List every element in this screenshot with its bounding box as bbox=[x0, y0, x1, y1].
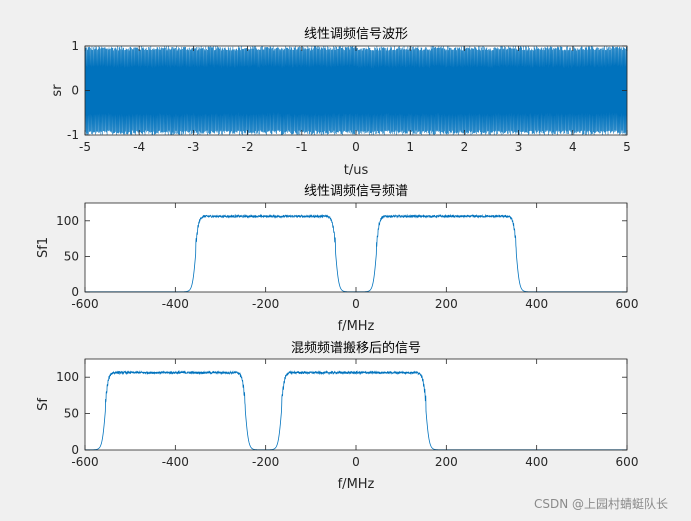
y-axis-label: sr bbox=[50, 84, 65, 97]
subplot-title: 线性调频信号波形 bbox=[304, 27, 408, 42]
subplot-title: 线性调频信号频谱 bbox=[304, 184, 408, 199]
y-tick-label: 1 bbox=[71, 39, 79, 53]
x-tick-label: -400 bbox=[162, 455, 189, 469]
x-tick-label: 1 bbox=[406, 140, 414, 154]
watermark-text: CSDN @上园村蜻蜓队长 bbox=[534, 496, 668, 511]
subplot-3: -600 -400 -200 0 200 400 600 0 50 100 混频频谱搬移后的信号 f/… bbox=[36, 340, 638, 492]
x-tick-label: 4 bbox=[569, 140, 577, 154]
y-axis-label: Sf bbox=[36, 398, 51, 411]
x-tick-label: 400 bbox=[525, 455, 548, 469]
y-tick-label: 0 bbox=[71, 443, 79, 457]
y-tick-label: -1 bbox=[67, 128, 79, 142]
x-axis-label: f/MHz bbox=[338, 319, 375, 334]
subplot-title: 混频频谱搬移后的信号 bbox=[291, 340, 421, 356]
x-tick-label: -1 bbox=[296, 140, 308, 154]
x-tick-label: 3 bbox=[515, 140, 523, 154]
x-tick-label: 2 bbox=[461, 140, 469, 154]
y-tick-label: 0 bbox=[71, 84, 79, 98]
y-axis-label: Sf1 bbox=[36, 237, 51, 258]
plot-area bbox=[85, 203, 627, 292]
x-tick-label: -200 bbox=[252, 455, 279, 469]
x-tick-label: 0 bbox=[352, 455, 360, 469]
x-tick-label: 0 bbox=[352, 297, 360, 311]
x-tick-label: -5 bbox=[79, 140, 91, 154]
x-tick-label: -600 bbox=[71, 297, 98, 311]
x-tick-label: 0 bbox=[352, 140, 360, 154]
y-tick-label: 100 bbox=[56, 370, 79, 384]
x-tick-label: -400 bbox=[162, 297, 189, 311]
y-tick-label: 50 bbox=[64, 249, 79, 263]
subplot-2: -600 -400 -200 0 200 400 600 0 50 100 线性调频信号频谱 f/MH… bbox=[36, 184, 638, 334]
y-tick-label: 100 bbox=[56, 214, 79, 228]
x-tick-label: -2 bbox=[242, 140, 254, 154]
x-tick-label: 400 bbox=[525, 297, 548, 311]
x-axis-label: t/us bbox=[344, 163, 369, 178]
x-tick-label: 200 bbox=[435, 297, 458, 311]
y-tick-label: 50 bbox=[64, 407, 79, 421]
x-tick-label: -200 bbox=[252, 297, 279, 311]
subplots: -5 -4 -3 -2 -1 0 1 2 3 4 5 -1 0 1 线性调频信号波形 t/us sr -600 -4… bbox=[36, 27, 638, 492]
subplot-1: -5 -4 -3 -2 -1 0 1 2 3 4 5 -1 0 1 线性调频信号波形 t/us sr bbox=[50, 27, 631, 178]
x-tick-label: -600 bbox=[71, 455, 98, 469]
x-tick-label: -3 bbox=[187, 140, 199, 154]
x-axis-label: f/MHz bbox=[338, 477, 375, 492]
x-tick-label: -4 bbox=[133, 140, 145, 154]
x-tick-label: 5 bbox=[623, 140, 631, 154]
x-tick-label: 200 bbox=[435, 455, 458, 469]
y-tick-label: 0 bbox=[71, 285, 79, 299]
x-tick-label: 600 bbox=[616, 297, 639, 311]
x-tick-label: 600 bbox=[616, 455, 639, 469]
